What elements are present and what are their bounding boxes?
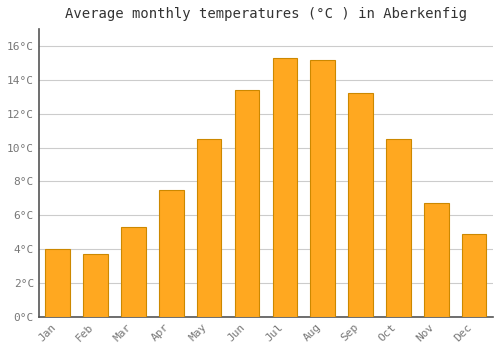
- Bar: [159, 190, 184, 317]
- Bar: [121, 227, 146, 317]
- Title: Average monthly temperatures (°C ) in Aberkenfig: Average monthly temperatures (°C ) in Ab…: [65, 7, 467, 21]
- Bar: [272, 58, 297, 317]
- Bar: [197, 139, 222, 317]
- Bar: [424, 203, 448, 317]
- Bar: [462, 234, 486, 317]
- Bar: [84, 254, 108, 317]
- Bar: [46, 249, 70, 317]
- Bar: [348, 93, 373, 317]
- Bar: [234, 90, 260, 317]
- Bar: [310, 60, 335, 317]
- Bar: [386, 139, 410, 317]
